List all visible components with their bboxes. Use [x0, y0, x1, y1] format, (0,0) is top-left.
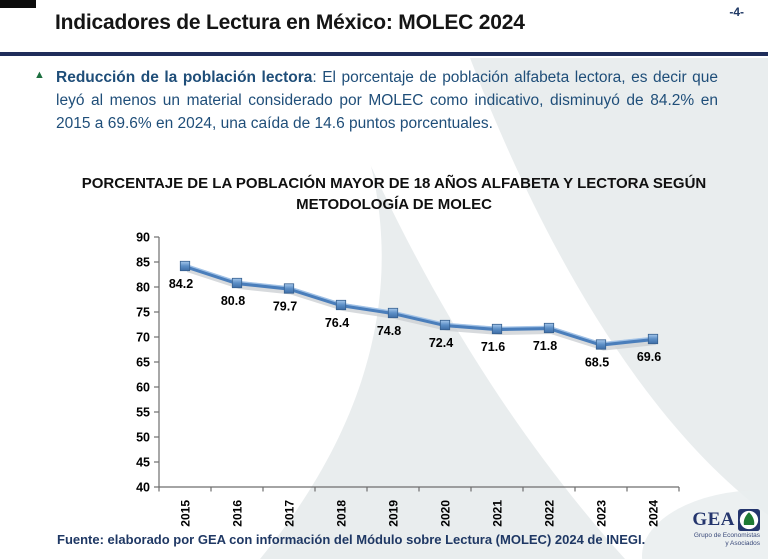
x-tick-label-2016: 2016 — [231, 500, 245, 527]
slide-title: Indicadores de Lectura en México: MOLEC … — [55, 11, 525, 34]
x-tick-label-2015: 2015 — [179, 500, 193, 527]
data-label-2024: 69.6 — [637, 350, 661, 364]
data-label-2021: 71.6 — [481, 340, 505, 354]
data-label-2017: 79.7 — [273, 300, 297, 314]
data-point-2018 — [335, 299, 347, 311]
data-point-2020 — [439, 319, 451, 331]
x-tick-label-2017: 2017 — [283, 500, 297, 527]
data-point-2017 — [283, 283, 295, 294]
gea-leaf-icon — [738, 509, 760, 531]
bullet-paragraph: ▲ Reducción de la población lectora: El … — [34, 66, 718, 135]
gea-logo-text: GEA — [692, 509, 735, 530]
bullet-triangle-icon: ▲ — [34, 69, 45, 81]
chart-title-line1: PORCENTAJE DE LA POBLACIÓN MAYOR DE 18 A… — [81, 175, 707, 192]
data-label-2016: 80.8 — [221, 294, 245, 308]
data-label-2015: 84.2 — [169, 277, 193, 291]
data-label-2022: 71.8 — [533, 339, 557, 353]
y-tick-label: 55 — [136, 406, 150, 420]
data-point-2022 — [543, 322, 555, 334]
y-tick-label: 85 — [136, 256, 150, 270]
trend-line — [184, 264, 654, 347]
gea-logo: GEA Grupo de Economistas y Asociados — [692, 509, 760, 548]
x-tick-label-2022: 2022 — [543, 500, 557, 527]
y-tick-label: 60 — [136, 381, 150, 395]
data-label-2023: 68.5 — [585, 356, 609, 370]
y-tick-label: 50 — [136, 431, 150, 445]
page-number: -4- — [729, 5, 744, 19]
y-tick-label: 75 — [136, 306, 150, 320]
data-point-2019 — [387, 307, 399, 319]
bullet-rest: : El porcentaje de población alfabeta le… — [56, 69, 718, 132]
bullet-lead: Reducción de la población lectora — [56, 69, 313, 86]
line-highlight — [184, 263, 654, 344]
y-tick-label: 65 — [136, 356, 150, 370]
gea-logo-subtitle-line2: y Asociados — [725, 540, 760, 547]
data-point-2016 — [231, 277, 243, 289]
gea-logo-subtitle-line1: Grupo de Economistas — [693, 532, 760, 539]
y-tick-label: 80 — [136, 281, 150, 295]
data-point-2015 — [179, 260, 191, 272]
bullet-text: Reducción de la población lectora: El po… — [56, 66, 718, 135]
data-label-2020: 72.4 — [429, 336, 453, 350]
x-tick-label-2020: 2020 — [439, 500, 453, 527]
gea-logo-subtitle: Grupo de Economistas y Asociados — [692, 532, 760, 548]
x-tick-label-2024: 2024 — [647, 500, 661, 527]
x-tick-label-2023: 2023 — [595, 500, 609, 527]
top-left-mark — [0, 0, 36, 8]
chart-title-line2: METODOLOGÍA DE MOLEC — [296, 196, 492, 213]
x-tick-label-2019: 2019 — [387, 500, 401, 527]
line-chart: 40 45 50 55 60 65 70 75 80 85 90 84.2 80.8 79.7 76.4 74… — [136, 231, 680, 527]
gea-logo-row: GEA — [692, 509, 760, 531]
line-shadow — [186, 267, 656, 351]
data-label-2019: 74.8 — [377, 324, 401, 338]
y-tick-label: 90 — [136, 231, 150, 245]
y-tick-label: 40 — [136, 481, 150, 495]
y-tick-label: 70 — [136, 331, 150, 345]
data-label-2018: 76.4 — [325, 316, 349, 330]
x-tick-label-2018: 2018 — [335, 500, 349, 527]
data-point-2021 — [491, 323, 503, 335]
data-point-2023 — [595, 339, 607, 350]
y-tick-label: 45 — [136, 456, 150, 470]
data-point-2024 — [647, 333, 659, 345]
source-note: Fuente: elaborado por GEA con informació… — [57, 532, 646, 547]
title-rule — [0, 52, 768, 56]
chart-title: PORCENTAJE DE LA POBLACIÓN MAYOR DE 18 A… — [74, 173, 714, 215]
x-tick-label-2021: 2021 — [491, 500, 505, 527]
